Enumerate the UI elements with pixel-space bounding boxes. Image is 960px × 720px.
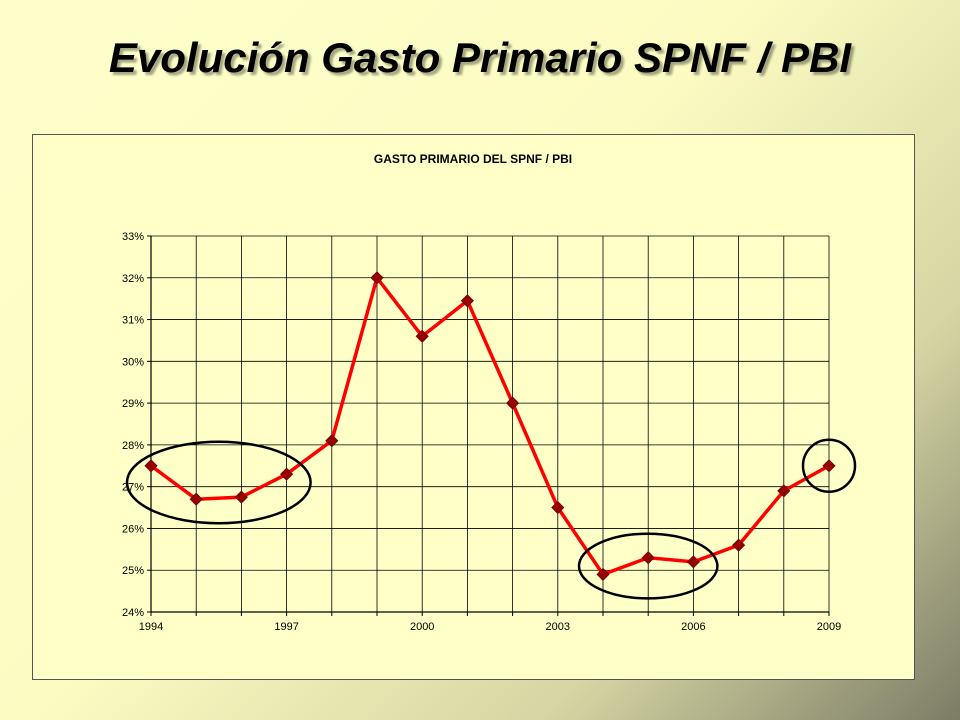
y-tick-label: 31%: [122, 315, 144, 327]
y-tick-label: 25%: [122, 565, 144, 577]
data-point-marker: [551, 500, 565, 515]
data-point-marker: [415, 329, 429, 343]
data-point-marker: [280, 467, 294, 481]
data-point-marker: [144, 459, 158, 473]
plot-background: [151, 236, 829, 612]
x-tick-label: 2009: [817, 621, 841, 633]
data-point-marker: [460, 294, 474, 308]
data-point-marker: [596, 567, 610, 581]
series-line: [149, 276, 830, 577]
y-tick-label: 33%: [122, 231, 144, 243]
data-point-marker: [234, 490, 248, 504]
y-tick-label: 26%: [122, 523, 144, 535]
highlight-ellipse: [125, 440, 312, 525]
y-tick-label: 27%: [122, 482, 144, 494]
data-point-marker: [777, 484, 791, 498]
data-point-marker: [686, 555, 700, 569]
x-tick-label: 1994: [139, 621, 163, 633]
y-tick-label: 29%: [122, 398, 144, 410]
data-point-marker: [370, 271, 384, 285]
data-point-marker: [641, 551, 655, 565]
y-tick-label: 30%: [122, 356, 144, 368]
data-point-marker: [325, 434, 339, 448]
slide-title: Evolución Gasto Primario SPNF / PBI: [108, 34, 852, 81]
x-tick-label: 1997: [274, 621, 298, 633]
y-tick-label: 32%: [122, 273, 144, 285]
y-tick-label: 24%: [122, 607, 144, 619]
data-point-marker: [189, 492, 203, 506]
x-tick-label: 2006: [681, 621, 705, 633]
x-tick-label: 2000: [410, 621, 434, 633]
highlight-ellipse: [577, 532, 719, 600]
x-tick-label: 2003: [546, 621, 570, 633]
line-chart: GASTO PRIMARIO DEL SPNF / PBI 24% 25% 26% 2…: [122, 152, 857, 633]
data-point-marker: [506, 396, 520, 410]
highlight-ellipse: [801, 438, 857, 494]
chart-area: GASTO PRIMARIO DEL SPNF / PBI 24% 25% 26% 2…: [32, 134, 915, 680]
chart-title: GASTO PRIMARIO DEL SPNF / PBI: [374, 152, 572, 166]
data-point-marker: [822, 459, 836, 473]
y-tick-label: 28%: [122, 440, 144, 452]
data-point-marker: [732, 538, 746, 552]
